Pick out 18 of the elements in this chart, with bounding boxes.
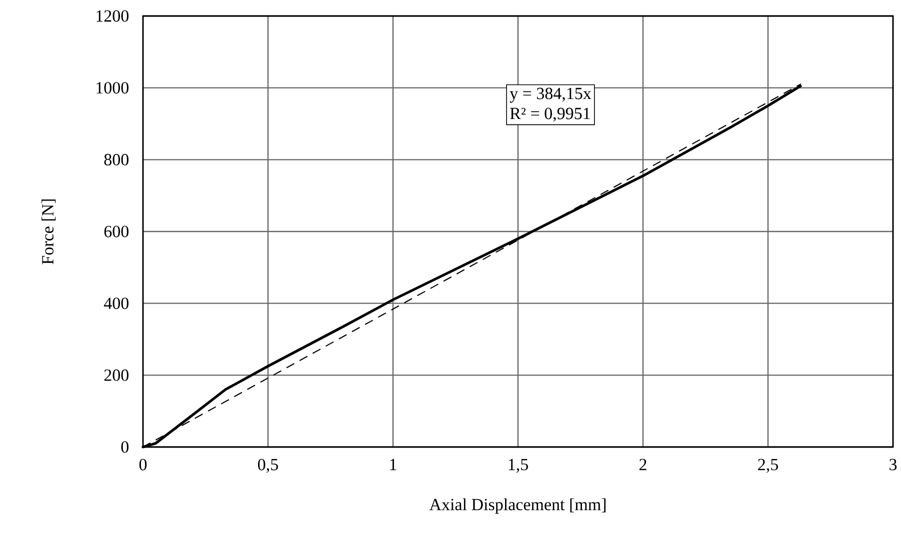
y-axis-title: Force [N] — [42, 199, 56, 264]
x-tick-label: 0,5 — [258, 458, 278, 473]
x-tick-label: 1,5 — [508, 458, 528, 473]
x-tick-label: 2,5 — [758, 458, 778, 473]
x-tick-label: 1 — [390, 458, 396, 470]
x-tick-label: 3 — [890, 458, 897, 470]
x-axis-title: Axial Displacement [mm] — [429, 498, 606, 514]
x-tick-label: 2 — [640, 458, 646, 470]
annotation: y = 384,15x — [510, 88, 592, 103]
y-tick-label: 600 — [104, 226, 128, 238]
y-tick-label: 400 — [104, 298, 128, 310]
x-tick-label: 0 — [139, 458, 147, 470]
y-tick-label: 800 — [104, 154, 128, 166]
annotation: R² = 0,9951 — [510, 108, 590, 122]
y-tick-label: 1200 — [96, 10, 128, 22]
y-tick-label: 200 — [104, 369, 128, 381]
y-tick-label: 0 — [121, 441, 128, 453]
y-tick-label: 1000 — [96, 82, 128, 94]
